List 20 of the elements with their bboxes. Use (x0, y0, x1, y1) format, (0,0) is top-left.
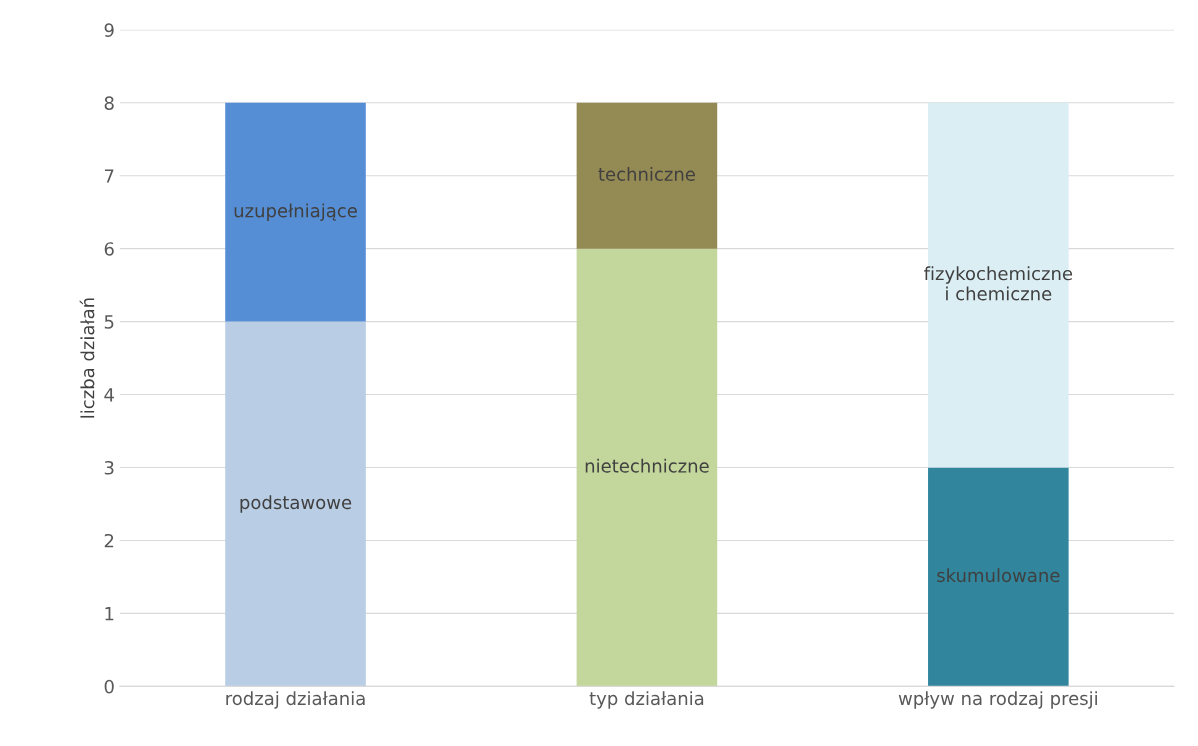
x-tick-label: typ działania (589, 691, 704, 709)
series-label: uzupełniające (234, 203, 357, 221)
y-tick-label: 7 (104, 169, 114, 183)
y-tick-label: 3 (104, 460, 114, 475)
x-tick-label: wpływ na rodzaj presji (898, 691, 1097, 709)
series-label: nietechniczne (585, 458, 709, 473)
y-tick-label: 2 (104, 533, 114, 548)
y-tick-label: 4 (104, 388, 114, 402)
y-tick-label: 9 (104, 23, 114, 37)
y-tick-label: 5 (104, 315, 114, 329)
y-tick-label: 8 (104, 96, 114, 110)
y-axis-title: liczba działań (79, 298, 95, 418)
y-tick-label: 0 (104, 679, 114, 694)
series-label: podstawowe (240, 495, 352, 513)
series-label: techniczne (598, 166, 695, 181)
y-tick-label: 6 (104, 242, 114, 256)
y-tick-label: 1 (105, 607, 114, 621)
x-tick-label: rodzaj działania (226, 691, 365, 709)
series-label: skumulowane (937, 568, 1060, 583)
series-label: fizykochemiczne i chemiczne (924, 266, 1073, 301)
